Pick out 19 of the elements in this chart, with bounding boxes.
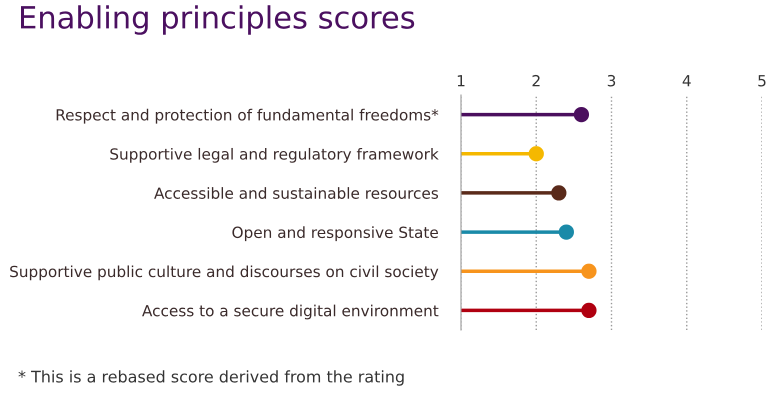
y-tick-label: Respect and protection of fundamental freedoms* <box>56 108 438 124</box>
point <box>558 224 574 240</box>
x-tick-label: 2 <box>532 74 540 86</box>
chart-title: Enabling principles scores <box>21 5 414 35</box>
x-tick-label: 3 <box>608 74 616 86</box>
y-tick-label: Supportive public culture and discourses on civil society <box>10 265 438 280</box>
point <box>551 185 566 201</box>
x-tick-label: 5 <box>758 75 766 86</box>
y-tick-label: Access to a secure digital environment <box>142 304 438 320</box>
y-tick-label: Supportive legal and regulatory framework <box>110 148 439 163</box>
y-tick-label: Open and responsive State <box>232 226 438 242</box>
point <box>528 146 544 162</box>
point <box>581 264 597 279</box>
y-tick-label: Accessible and sustainable resources <box>154 187 438 199</box>
point <box>574 106 590 122</box>
x-tick-label: 1 <box>458 75 464 86</box>
point <box>581 302 597 318</box>
text: * This is a rebased score derived from the rating <box>18 370 404 386</box>
x-tick-label: 4 <box>682 75 691 86</box>
